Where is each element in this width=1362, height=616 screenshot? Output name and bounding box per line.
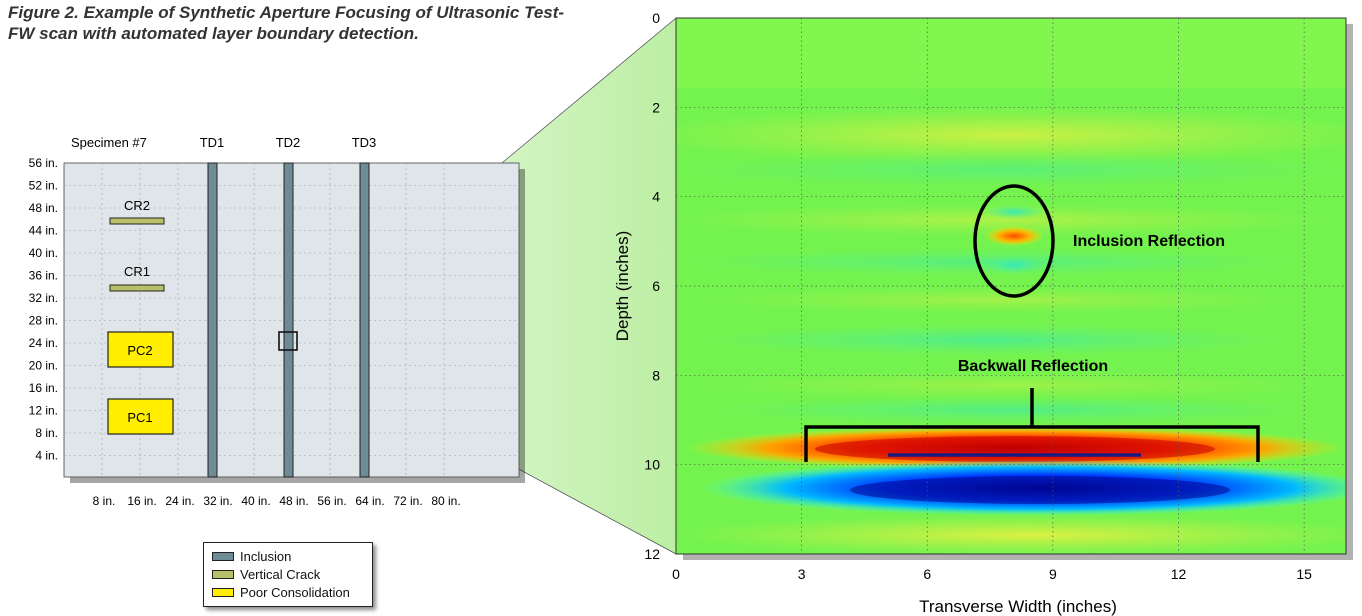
scan-location-box	[278, 331, 298, 351]
legend-item-inclusion: Inclusion	[212, 547, 372, 565]
scan-x-tick-label: 9	[1049, 566, 1057, 582]
figure-caption: Figure 2. Example of Synthetic Aperture …	[8, 3, 565, 43]
specimen-y-tick-label: 32 in.	[29, 291, 58, 305]
scan-y-axis-label: Depth (inches)	[613, 231, 632, 342]
crack-cr1-label: CR1	[124, 264, 150, 279]
specimen-x-tick-label: 16 in.	[127, 494, 156, 508]
specimen-y-tick-label: 8 in.	[35, 426, 58, 440]
inclusion-td3	[359, 162, 370, 478]
td2-label: TD2	[276, 135, 301, 150]
consolidation-pc2-label: PC2	[127, 343, 152, 358]
inclusion-td1	[207, 162, 218, 478]
specimen-y-tick-label: 44 in.	[29, 224, 58, 238]
specimen-x-tick-label: 48 in.	[279, 494, 308, 508]
specimen-y-tick-label: 52 in.	[29, 179, 58, 193]
specimen-x-tick-label: 40 in.	[241, 494, 270, 508]
specimen-y-tick-label: 4 in.	[35, 449, 58, 463]
legend-item-consolidation: Poor Consolidation	[212, 583, 372, 601]
legend-label: Inclusion	[240, 548, 292, 564]
scan-x-tick-label: 6	[923, 566, 931, 582]
specimen-y-tick-label: 12 in.	[29, 404, 58, 418]
specimen-y-tick-label: 20 in.	[29, 359, 58, 373]
crack-cr1	[109, 284, 165, 292]
inclusion-reflection-label: Inclusion Reflection	[1073, 233, 1225, 250]
legend-label: Vertical Crack	[240, 566, 321, 582]
specimen-y-tick-label: 36 in.	[29, 269, 58, 283]
scan-x-tick-label: 3	[798, 566, 806, 582]
legend-item-crack: Vertical Crack	[212, 565, 372, 583]
legend: Inclusion Vertical Crack Poor Consolidat…	[203, 542, 373, 607]
scan-x-tick-label: 12	[1171, 566, 1187, 582]
legend-label: Poor Consolidation	[240, 584, 350, 600]
scan-y-tick-label: 4	[652, 189, 660, 205]
specimen-y-tick-label: 56 in.	[29, 156, 58, 170]
crack-cr2-label: CR2	[124, 198, 150, 213]
scan-x-tick-label: 0	[672, 566, 680, 582]
scan-y-tick-label: 12	[644, 546, 660, 562]
specimen-y-tick-label: 24 in.	[29, 336, 58, 350]
scan-heatmap: 0 3 6 9 12 15 0 2 4 6 8 10 12 Transverse Width (inc…	[613, 10, 1353, 616]
scan-x-axis-label: Transverse Width (inches)	[919, 597, 1117, 616]
specimen-y-tick-label: 16 in.	[29, 381, 58, 395]
legend-swatch-consolidation	[212, 587, 234, 597]
td1-label: TD1	[200, 135, 225, 150]
scan-y-tick-label: 6	[652, 278, 660, 294]
specimen-title: Specimen #7	[71, 135, 147, 150]
consolidation-pc1-label: PC1	[127, 410, 152, 425]
scan-y-tick-label: 2	[652, 99, 660, 115]
specimen-x-tick-label: 56 in.	[317, 494, 346, 508]
crack-cr2	[109, 217, 165, 225]
scan-y-tick-label: 0	[652, 10, 660, 26]
legend-swatch-crack	[212, 569, 234, 579]
specimen-y-tick-label: 48 in.	[29, 201, 58, 215]
specimen-x-tick-label: 72 in.	[393, 494, 422, 508]
scan-x-tick-label: 15	[1296, 566, 1312, 582]
specimen-x-tick-label: 8 in.	[93, 494, 116, 508]
scan-y-tick-label: 10	[644, 457, 660, 473]
scan-y-tick-label: 8	[652, 367, 660, 383]
specimen-diagram: Specimen #7 TD1 TD2 TD3 56 in. 52 in. 48 i…	[29, 135, 525, 508]
specimen-x-tick-label: 80 in.	[431, 494, 460, 508]
legend-swatch-inclusion	[212, 551, 234, 561]
specimen-x-tick-label: 24 in.	[165, 494, 194, 508]
specimen-x-tick-label: 64 in.	[355, 494, 384, 508]
scan-grid	[676, 18, 1346, 554]
backwall-bracket	[804, 388, 1260, 462]
backwall-reflection-label: Backwall Reflection	[958, 358, 1108, 375]
specimen-y-tick-label: 40 in.	[29, 246, 58, 260]
specimen-x-tick-label: 32 in.	[203, 494, 232, 508]
inclusion-circle	[973, 184, 1055, 298]
inclusion-td2	[283, 162, 294, 478]
specimen-y-tick-label: 28 in.	[29, 314, 58, 328]
consolidation-pc1	[107, 398, 174, 435]
consolidation-pc2	[107, 331, 174, 368]
td3-label: TD3	[352, 135, 377, 150]
